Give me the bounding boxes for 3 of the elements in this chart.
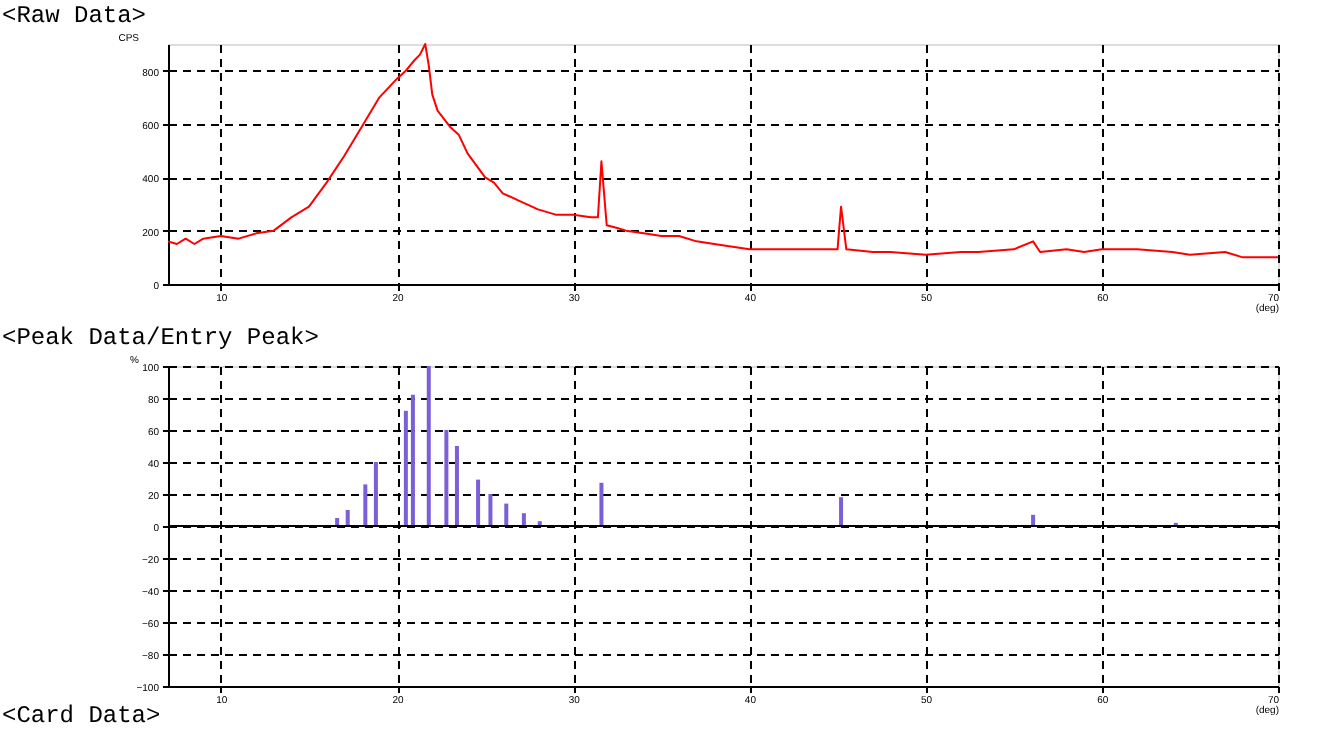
chart-title: <Peak Data/Entry Peak> — [2, 324, 319, 352]
text: <Card Data> — [2, 702, 161, 730]
chart-title: <Raw Data> — [2, 2, 147, 30]
